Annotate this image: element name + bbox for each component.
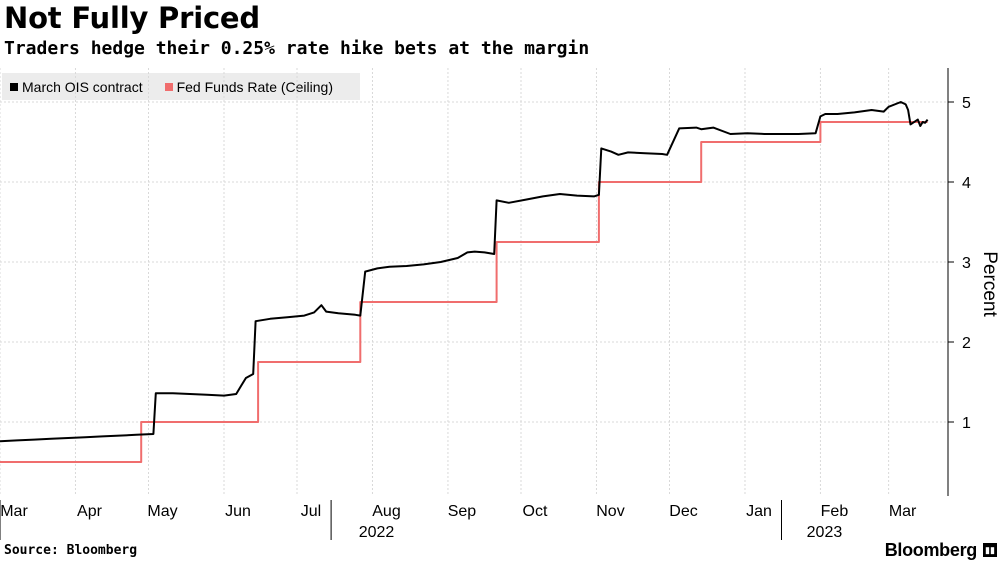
series-line-fed-funds xyxy=(0,121,928,463)
y-tick-label: 4 xyxy=(962,175,971,192)
x-tick-label: Mar xyxy=(0,503,28,520)
x-tick-label: Apr xyxy=(77,503,103,520)
x-tick-label: Mar xyxy=(889,503,917,520)
legend-label-ois: March OIS contract xyxy=(22,78,143,95)
chart-subtitle: Traders hedge their 0.25% rate hike bets… xyxy=(4,38,590,59)
legend-swatch-fed-funds xyxy=(164,82,173,91)
x-tick-label: Jan xyxy=(746,503,772,520)
legend-item-ois: March OIS contract xyxy=(10,79,143,95)
x-tick-label: Dec xyxy=(669,503,697,520)
x-tick-label: Nov xyxy=(596,503,624,520)
series-line-ois xyxy=(0,101,929,443)
x-tick-label: Jul xyxy=(301,503,321,520)
legend-swatch-ois xyxy=(10,82,18,91)
x-tick-label: Oct xyxy=(523,503,548,520)
bloomberg-logo: Bloomberg xyxy=(884,540,978,560)
bloomberg-terminal-icon: ▮▮ xyxy=(983,543,997,557)
legend-item-fed-funds: Fed Funds Rate (Ceiling) xyxy=(164,78,333,95)
legend: March OIS contract Fed Funds Rate (Ceili… xyxy=(2,73,360,100)
x-tick-label: Feb xyxy=(821,503,849,520)
y-tick-label: 1 xyxy=(962,415,971,432)
y-axis-title: Percent xyxy=(979,251,1000,317)
x-tick-label: Aug xyxy=(372,503,400,520)
source-note: Source: Bloomberg xyxy=(4,543,138,558)
x-tick-label: Sep xyxy=(448,503,477,520)
x-tick-label: May xyxy=(147,503,177,520)
y-tick-label: 5 xyxy=(962,95,971,112)
y-tick-label: 3 xyxy=(962,255,971,272)
chart-title: Not Fully Priced xyxy=(4,1,260,35)
legend-label-fed-funds: Fed Funds Rate (Ceiling) xyxy=(176,78,333,95)
year-label: 2022 xyxy=(359,524,395,541)
y-tick-label: 2 xyxy=(962,335,971,352)
x-tick-label: Jun xyxy=(225,503,251,520)
year-label: 2023 xyxy=(807,524,843,541)
